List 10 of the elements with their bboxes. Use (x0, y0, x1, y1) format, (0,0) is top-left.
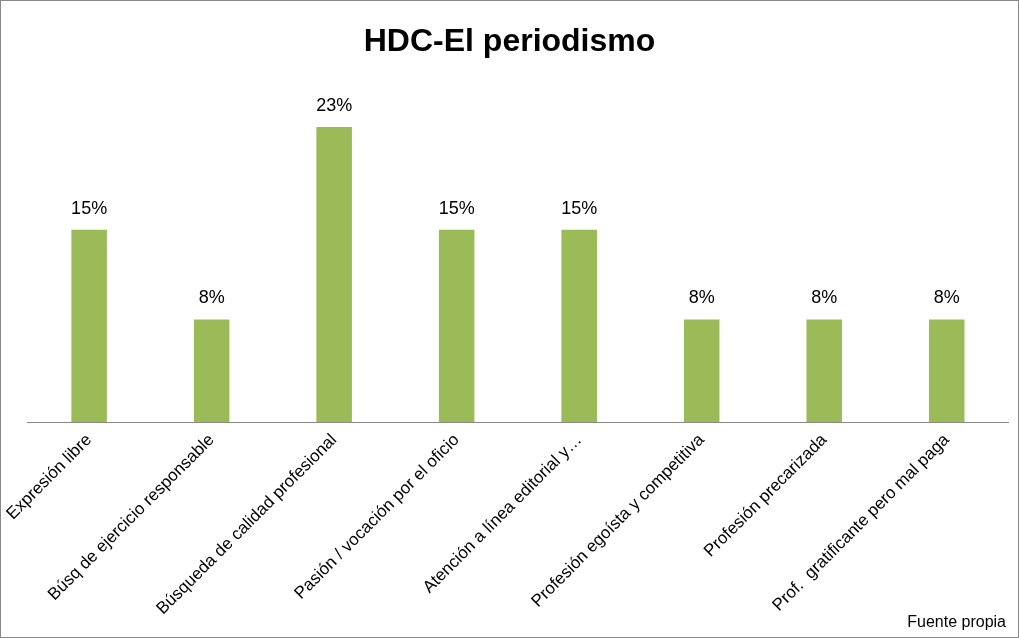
data-label: 8% (688, 287, 715, 308)
data-label: 8% (811, 287, 838, 308)
data-label: 15% (561, 197, 598, 218)
chart-title: HDC-El periodismo (363, 22, 656, 59)
data-label: 15% (438, 197, 475, 218)
source-note: Fuente propia (907, 613, 1006, 631)
data-label: 23% (316, 95, 353, 116)
data-label: 15% (71, 197, 108, 218)
data-label: 8% (933, 287, 960, 308)
data-label: 8% (198, 287, 225, 308)
